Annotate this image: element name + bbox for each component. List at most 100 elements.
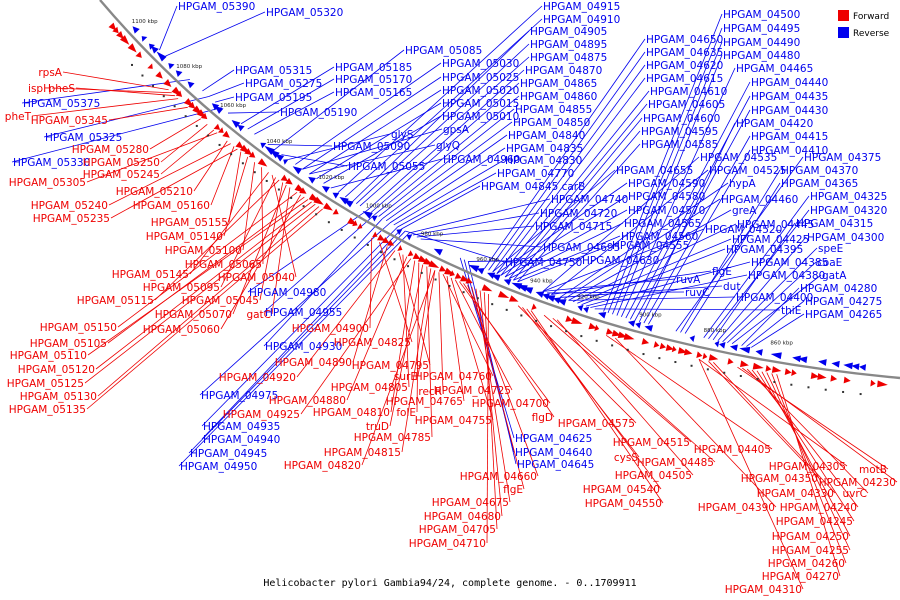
gene-label[interactable]: HPGAM_05135 xyxy=(9,404,86,416)
gene-label[interactable]: HPGAM_04390 xyxy=(698,502,775,514)
gene-label[interactable]: HPGAM_04860 xyxy=(520,91,597,103)
gene-label[interactable]: HPGAM_04945 xyxy=(190,448,267,460)
gene-label[interactable]: HPGAM_04760 xyxy=(415,371,492,383)
gene-label[interactable]: flgD xyxy=(532,412,553,424)
gene-label[interactable]: HPGAM_04870 xyxy=(525,65,602,77)
gene-label[interactable]: gatC xyxy=(246,309,271,321)
gene-label[interactable]: HPGAM_04830 xyxy=(505,155,582,167)
gene-label[interactable]: HPGAM_04300 xyxy=(807,232,884,244)
gene-label[interactable]: HPGAM_04875 xyxy=(530,52,607,64)
gene-label[interactable]: HPGAM_04525 xyxy=(709,165,786,177)
gene-label[interactable]: HPGAM_05210 xyxy=(116,186,193,198)
gene-label[interactable]: HPGAM_05070 xyxy=(155,309,232,321)
gene-label[interactable]: HPGAM_04595 xyxy=(641,126,718,138)
gene-label[interactable]: HPGAM_04430 xyxy=(751,105,828,117)
gene-label[interactable]: HPGAM_04555 xyxy=(612,240,689,252)
gene-label[interactable]: HPGAM_04400 xyxy=(736,292,813,304)
gene-label[interactable]: HPGAM_04505 xyxy=(615,470,692,482)
gene-label[interactable]: surE xyxy=(394,371,417,383)
gene-label[interactable]: HPGAM_04905 xyxy=(530,26,607,38)
gene-label[interactable]: pheS xyxy=(49,83,76,95)
gene-label[interactable]: HPGAM_04795 xyxy=(352,360,429,372)
gene-label[interactable]: HPGAM_04755 xyxy=(415,415,492,427)
gene-label[interactable]: HPGAM_04770 xyxy=(497,168,574,180)
gene-label[interactable]: HPGAM_05325 xyxy=(45,132,122,144)
gene-label[interactable]: glyS xyxy=(391,129,414,141)
gene-label[interactable]: HPGAM_04245 xyxy=(776,516,853,528)
gene-label[interactable]: HPGAM_05085 xyxy=(405,45,482,57)
gene-label[interactable]: HPGAM_04480 xyxy=(723,50,800,62)
gene-label[interactable]: HPGAM_04940 xyxy=(203,434,280,446)
gene-label[interactable]: HPGAM_04270 xyxy=(762,571,839,583)
gene-label[interactable]: HPGAM_05250 xyxy=(83,157,160,169)
gene-label[interactable]: HPGAM_04675 xyxy=(432,497,509,509)
gene-label[interactable]: glyQ xyxy=(436,140,460,152)
gene-label[interactable]: HPGAM_04820 xyxy=(284,460,361,472)
gene-label[interactable]: HPGAM_04910 xyxy=(543,14,620,26)
gene-label[interactable]: HPGAM_04495 xyxy=(723,23,800,35)
gene-label[interactable]: HPGAM_04895 xyxy=(530,39,607,51)
gene-label[interactable]: flgE xyxy=(503,484,523,496)
gene-label[interactable]: HPGAM_04540 xyxy=(583,484,660,496)
gene-label[interactable]: HPGAM_04460 xyxy=(721,194,798,206)
gene-label[interactable]: HPGAM_04610 xyxy=(650,86,727,98)
gene-label[interactable]: HPGAM_04920 xyxy=(219,372,296,384)
gene-label[interactable]: HPGAM_04405 xyxy=(694,444,771,456)
gene-label[interactable]: speE xyxy=(818,243,843,255)
gene-label[interactable]: ispH xyxy=(28,83,51,95)
gene-label[interactable]: HPGAM_04620 xyxy=(646,60,723,72)
gene-label[interactable]: HPGAM_04915 xyxy=(543,1,620,13)
gene-label[interactable]: cysS xyxy=(614,452,638,464)
gene-label[interactable]: HPGAM_04835 xyxy=(506,143,583,155)
gene-label[interactable]: HPGAM_04395 xyxy=(726,244,803,256)
gene-label[interactable]: HPGAM_04720 xyxy=(540,208,617,220)
gene-label[interactable]: HPGAM_04325 xyxy=(810,191,887,203)
gene-label[interactable]: HPGAM_04570 xyxy=(628,205,705,217)
gene-label[interactable]: coaE xyxy=(817,257,842,269)
gene-label[interactable]: HPGAM_04385 xyxy=(751,257,828,269)
gene-label[interactable]: HPGAM_05235 xyxy=(33,213,110,225)
gene-label[interactable]: greA xyxy=(732,205,757,217)
gene-label[interactable]: HPGAM_05020 xyxy=(442,85,519,97)
gene-label[interactable]: HPGAM_04440 xyxy=(751,77,828,89)
gene-label[interactable]: HPGAM_04590 xyxy=(628,178,705,190)
gene-label[interactable]: HPGAM_04260 xyxy=(768,558,845,570)
gene-label[interactable]: HPGAM_04625 xyxy=(515,433,592,445)
gene-label[interactable]: recR xyxy=(418,386,442,398)
gene-label[interactable]: HPGAM_05330 xyxy=(13,157,90,169)
gene-label[interactable]: HPGAM_04515 xyxy=(613,437,690,449)
gene-label[interactable]: HPGAM_05170 xyxy=(335,74,412,86)
gene-label[interactable]: HPGAM_04955 xyxy=(265,307,342,319)
gene-label[interactable]: HPGAM_04310 xyxy=(725,584,802,596)
gene-label[interactable]: HPGAM_05280 xyxy=(72,144,149,156)
gene-label[interactable]: HPGAM_05110 xyxy=(10,350,87,362)
gene-label[interactable]: HPGAM_04660 xyxy=(460,471,537,483)
gene-label[interactable]: HPGAM_05065 xyxy=(185,259,262,271)
gene-label[interactable]: HPGAM_04315 xyxy=(796,218,873,230)
gene-label[interactable]: HPGAM_05390 xyxy=(178,1,255,13)
gene-label[interactable]: HPGAM_05190 xyxy=(280,107,357,119)
gene-label[interactable]: HPGAM_04650 xyxy=(646,34,723,46)
gene-label[interactable]: HPGAM_04715 xyxy=(535,221,612,233)
gene-label[interactable]: HPGAM_04645 xyxy=(517,459,594,471)
gene-label[interactable]: flgE xyxy=(712,266,732,278)
gene-label[interactable]: HPGAM_04410 xyxy=(751,145,828,157)
gene-label[interactable]: HPGAM_05015 xyxy=(442,98,519,110)
gene-label[interactable]: HPGAM_05025 xyxy=(442,72,519,84)
gene-label[interactable]: thiE xyxy=(781,305,801,317)
gene-label[interactable]: HPGAM_04925 xyxy=(223,409,300,421)
gene-label[interactable]: HPGAM_04935 xyxy=(203,421,280,433)
gene-label[interactable]: HPGAM_04565 xyxy=(624,218,701,230)
gene-label[interactable]: rpsA xyxy=(38,67,62,79)
gene-label[interactable]: HPGAM_05305 xyxy=(9,177,86,189)
gene-label[interactable]: HPGAM_04575 xyxy=(558,418,635,430)
gene-label[interactable]: HPGAM_04415 xyxy=(751,131,828,143)
gene-label[interactable]: HPGAM_04280 xyxy=(800,283,877,295)
gene-label[interactable]: HPGAM_04420 xyxy=(736,118,813,130)
gene-label[interactable]: HPGAM_04740 xyxy=(551,194,628,206)
gene-label[interactable]: HPGAM_05045 xyxy=(182,295,259,307)
gene-label[interactable]: HPGAM_04490 xyxy=(723,37,800,49)
gene-label[interactable]: HPGAM_05010 xyxy=(442,111,519,123)
gene-label[interactable]: HPGAM_04255 xyxy=(772,545,849,557)
gene-label[interactable]: HPGAM_04805 xyxy=(331,382,408,394)
